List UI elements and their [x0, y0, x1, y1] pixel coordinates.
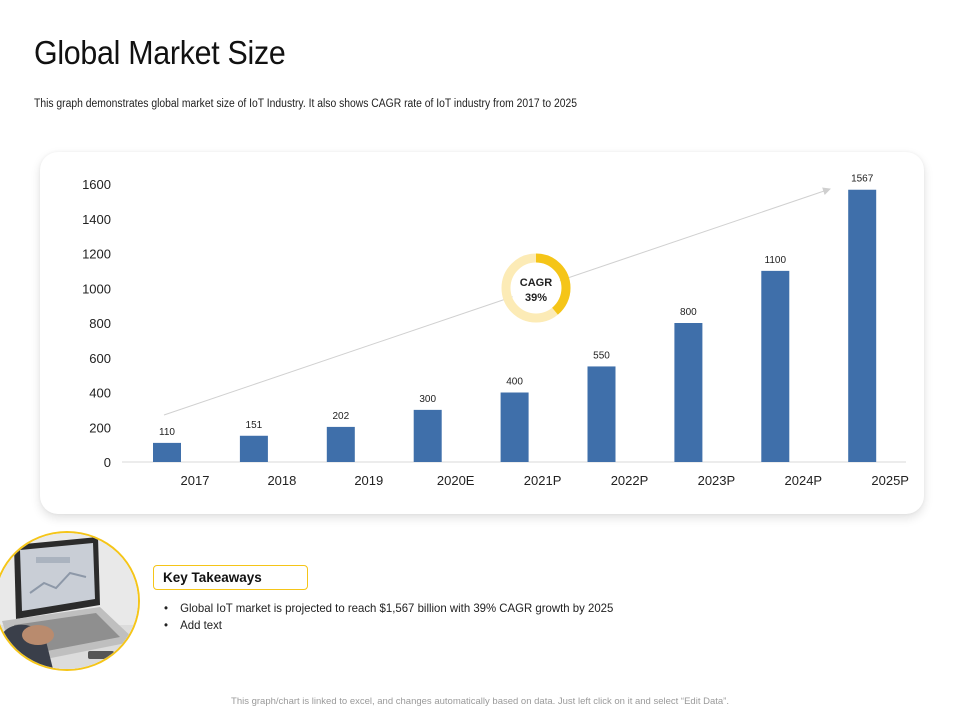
- trend-arrow: [163, 187, 831, 416]
- page-subtitle: This graph demonstrates global market si…: [34, 98, 578, 110]
- bar-value-label: 550: [593, 350, 610, 361]
- bar-value-label: 1100: [765, 255, 787, 266]
- cagr-value: 39%: [525, 292, 547, 304]
- x-tick-label: 2020E: [437, 473, 475, 488]
- bar: [848, 189, 877, 462]
- bar-value-label: 300: [419, 394, 436, 405]
- bar-value-label: 1567: [851, 174, 874, 185]
- y-tick-label: 1000: [82, 281, 111, 296]
- y-tick-label: 600: [89, 351, 111, 366]
- bar-chart: 0 200 400 600 800 1000 1200 1400 1600 110 2017 151 2…: [82, 174, 909, 488]
- bar: [587, 366, 616, 462]
- cagr-label: CAGR: [520, 277, 552, 289]
- footer-note: This graph/chart is linked to excel, and…: [231, 696, 729, 707]
- cagr-ring-center: [511, 263, 561, 313]
- bar-value-label: 800: [680, 307, 697, 318]
- x-tick-label: 2021P: [524, 473, 562, 488]
- bar: [239, 435, 268, 462]
- y-tick-label: 0: [104, 455, 111, 470]
- bar-value-label: 151: [246, 420, 263, 431]
- takeaway-item: Global IoT market is projected to reach …: [164, 601, 613, 618]
- x-tick-label: 2019: [354, 473, 383, 488]
- takeaways-list: Global IoT market is projected to reach …: [164, 601, 637, 635]
- x-tick-label: 2018: [267, 473, 296, 488]
- x-tick-label: 2023P: [698, 473, 736, 488]
- bar: [153, 442, 181, 462]
- bar-value-label: 400: [506, 377, 523, 388]
- page-title: Global Market Size: [34, 34, 286, 71]
- y-tick-label: 1400: [82, 212, 111, 227]
- chart-card: 0 200 400 600 800 1000 1200 1400 1600 110 2017 151 2…: [40, 152, 924, 514]
- y-tick-label: 200: [89, 420, 111, 435]
- bar: [326, 426, 355, 462]
- bar: [500, 392, 529, 462]
- bar-value-label: 202: [332, 411, 349, 422]
- laptop-typing-photo: [0, 531, 140, 671]
- bar: [761, 270, 790, 462]
- cagr-ring-progress: [501, 253, 571, 323]
- bar: [674, 323, 703, 462]
- x-tick-label: 2022P: [611, 473, 649, 488]
- takeaway-item: Add text: [164, 618, 613, 635]
- y-tick-label: 1600: [82, 177, 111, 192]
- bar: [413, 409, 442, 462]
- key-takeaways-heading: Key Takeaways: [153, 565, 308, 590]
- y-tick-label: 800: [89, 316, 111, 331]
- y-tick-label: 400: [89, 386, 111, 401]
- x-tick-label: 2025P: [871, 473, 909, 488]
- y-tick-label: 1200: [82, 247, 111, 262]
- x-tick-label: 2017: [181, 473, 210, 488]
- bar-value-label: 110: [159, 427, 175, 438]
- x-tick-label: 2024P: [785, 473, 823, 488]
